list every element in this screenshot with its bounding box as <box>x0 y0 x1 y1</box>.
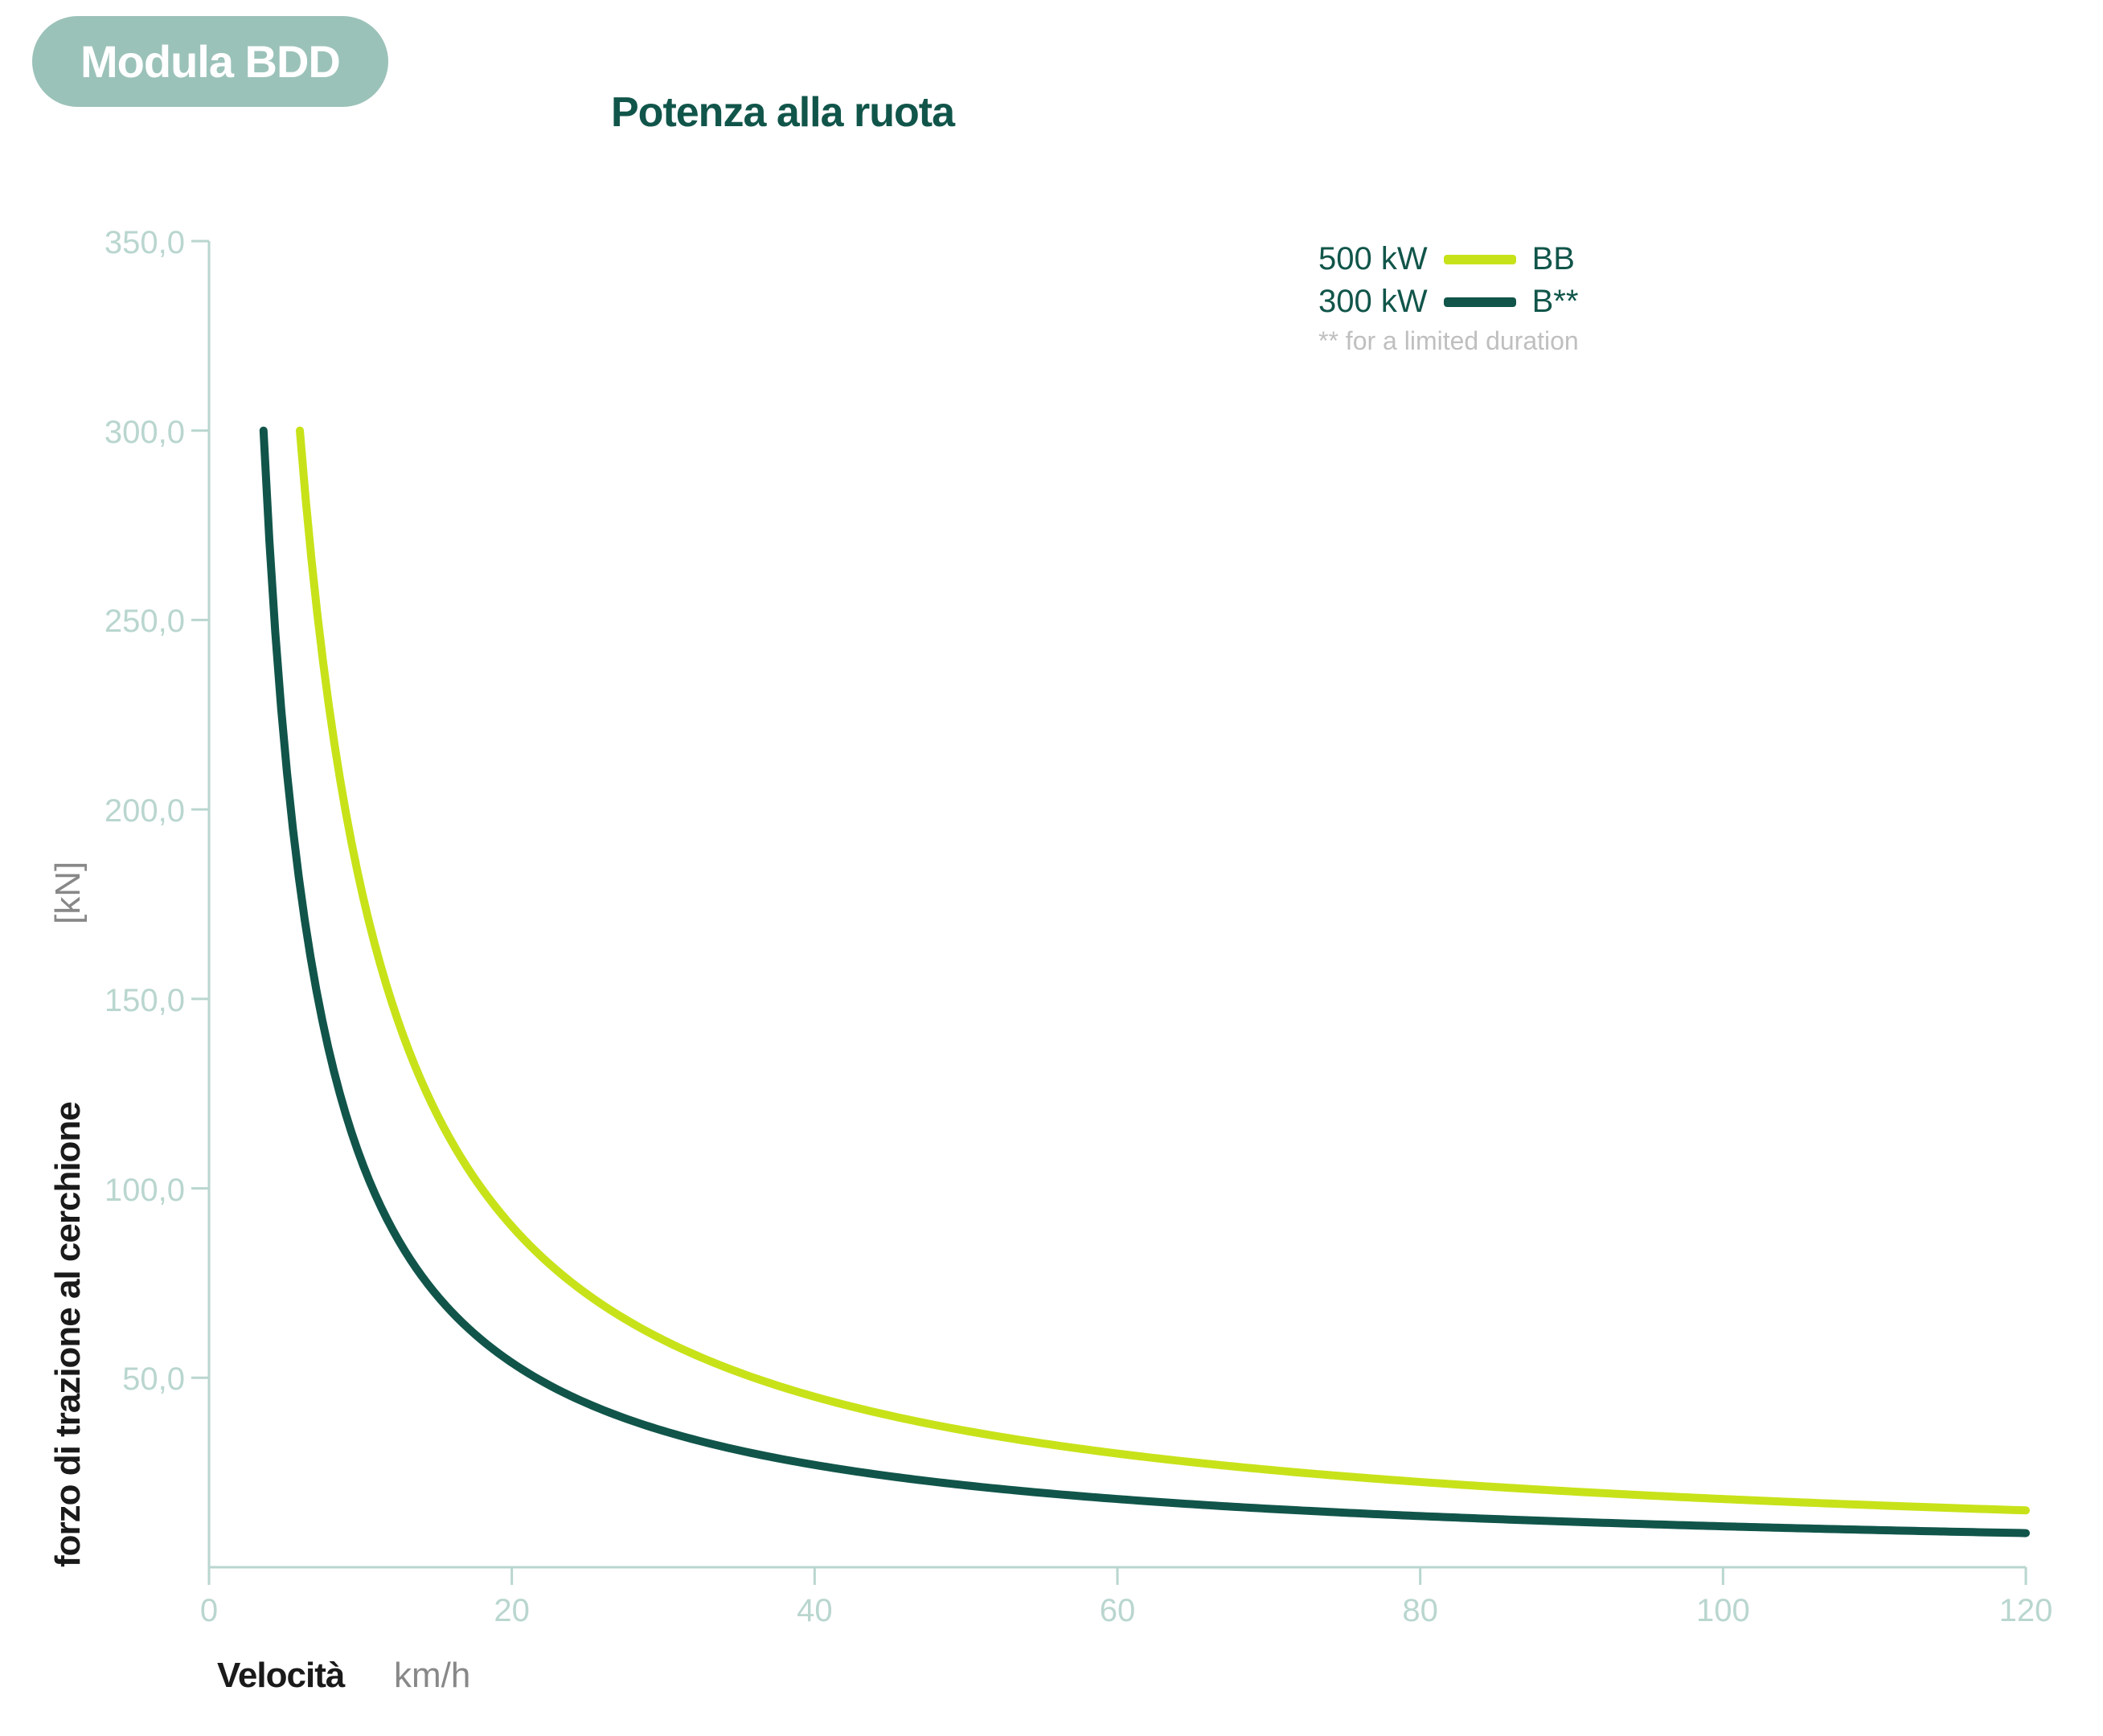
legend-right-label: BB <box>1532 241 1575 277</box>
y-tick-label: 150,0 <box>105 983 185 1019</box>
y-tick-label: 350,0 <box>105 225 185 261</box>
y-tick-label: 300,0 <box>105 415 185 451</box>
legend-left-label: 300 kW <box>1318 284 1428 320</box>
x-tick-label: 100 <box>1696 1593 1750 1629</box>
x-tick-label: 80 <box>1402 1593 1438 1629</box>
y-axis-label-text: forzo di trazione al cerchione <box>48 1102 88 1567</box>
y-tick-label: 200,0 <box>105 793 185 829</box>
chart-plot <box>209 241 2026 1567</box>
x-axis-unit-text: km/h <box>394 1656 470 1695</box>
legend-swatch <box>1444 255 1516 264</box>
legend-left-label: 500 kW <box>1318 241 1428 277</box>
x-tick-label: 0 <box>200 1593 218 1629</box>
x-axis-label-text: Velocità <box>217 1656 344 1695</box>
legend: 500 kW BB 300 kW B** ** for a limited du… <box>1318 241 1579 356</box>
x-tick-label: 60 <box>1100 1593 1136 1629</box>
y-axis-label: forzo di trazione al cerchione <box>48 1102 88 1567</box>
product-badge: Modula BDD <box>32 16 388 107</box>
chart-title: Potenza alla ruota <box>611 88 954 137</box>
y-tick-label: 250,0 <box>105 604 185 640</box>
y-axis-unit-text: [kN] <box>48 862 88 924</box>
chart-title-text: Potenza alla ruota <box>611 89 954 136</box>
y-axis-unit: [kN] <box>48 862 88 924</box>
y-tick-label: 50,0 <box>122 1361 185 1398</box>
x-tick-label: 40 <box>797 1593 833 1629</box>
legend-row: 300 kW B** <box>1318 284 1579 320</box>
page: Modula BDD Potenza alla ruota forzo di t… <box>0 0 2103 1736</box>
x-axis-label: Velocità <box>217 1656 344 1696</box>
legend-row: 500 kW BB <box>1318 241 1579 277</box>
legend-swatch <box>1444 297 1516 307</box>
x-axis-unit: km/h <box>394 1656 470 1696</box>
legend-footnote: ** for a limited duration <box>1318 326 1579 356</box>
y-tick-label: 100,0 <box>105 1173 185 1209</box>
legend-footnote-text: ** for a limited duration <box>1318 326 1579 355</box>
legend-right-label: B** <box>1532 284 1579 320</box>
x-tick-label: 120 <box>1999 1593 2053 1629</box>
product-badge-text: Modula BDD <box>80 36 340 87</box>
x-tick-label: 20 <box>494 1593 530 1629</box>
